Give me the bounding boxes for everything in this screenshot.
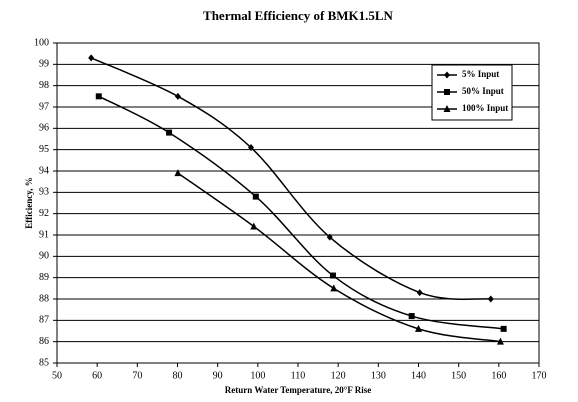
- marker: [408, 313, 415, 320]
- y-axis-label: Efficiency, %: [24, 177, 34, 229]
- x-tick-label: 110: [291, 370, 306, 381]
- x-tick-label: 50: [52, 370, 62, 381]
- y-tick-label: 87: [39, 315, 49, 326]
- marker: [443, 105, 451, 112]
- y-tick-label: 93: [39, 187, 49, 198]
- y-tick-label: 89: [39, 272, 49, 283]
- y-tick-label: 95: [39, 144, 49, 155]
- x-tick-label: 80: [173, 370, 183, 381]
- marker: [444, 71, 450, 79]
- marker: [250, 222, 258, 230]
- marker: [88, 54, 95, 62]
- marker: [415, 324, 422, 332]
- x-axis-label: Return Water Temperature, 20°F Rise: [225, 385, 372, 395]
- y-tick-label: 88: [39, 293, 49, 304]
- y-tick-label: 90: [39, 251, 49, 262]
- y-tick-label: 85: [39, 357, 49, 368]
- y-tick-label: 99: [39, 59, 49, 70]
- x-tick-label: 170: [532, 370, 547, 381]
- x-tick-label: 130: [371, 370, 386, 381]
- x-tick-label: 150: [451, 370, 466, 381]
- marker: [416, 289, 423, 297]
- marker: [500, 325, 507, 332]
- x-tick-label: 100: [250, 370, 265, 381]
- marker: [496, 337, 504, 345]
- marker: [174, 169, 182, 177]
- marker: [326, 233, 333, 241]
- marker: [166, 129, 173, 136]
- marker: [252, 193, 259, 200]
- marker: [444, 89, 450, 95]
- marker: [95, 93, 102, 100]
- marker: [330, 284, 338, 292]
- x-tick-label: 140: [411, 370, 426, 381]
- y-tick-label: 86: [39, 336, 49, 347]
- y-tick-label: 98: [39, 80, 49, 91]
- y-tick-label: 97: [39, 101, 49, 112]
- x-tick-label: 60: [92, 370, 102, 381]
- y-tick-label: 92: [39, 208, 49, 219]
- y-tick-label: 91: [39, 229, 49, 240]
- chart-title: Thermal Efficiency of BMK1.5LN: [203, 8, 394, 23]
- legend-label: 100% Input: [462, 103, 508, 113]
- marker: [248, 144, 255, 152]
- marker: [174, 92, 181, 100]
- x-tick-label: 120: [331, 370, 346, 381]
- marker: [329, 272, 336, 279]
- marker: [487, 295, 494, 303]
- y-tick-label: 94: [39, 165, 49, 176]
- legend-label: 5% Input: [462, 69, 499, 79]
- x-tick-label: 160: [491, 370, 506, 381]
- y-tick-label: 100: [34, 37, 49, 48]
- y-tick-label: 96: [39, 123, 49, 134]
- legend-label: 50% Input: [462, 86, 504, 96]
- x-tick-label: 70: [132, 370, 142, 381]
- x-tick-label: 90: [213, 370, 223, 381]
